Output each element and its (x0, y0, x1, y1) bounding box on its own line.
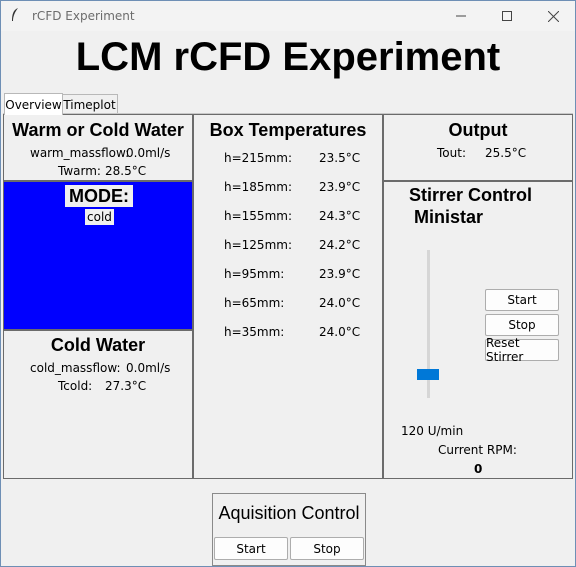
acquisition-start-button[interactable]: Start (214, 537, 288, 560)
box-temp-label: h=95mm: (224, 267, 285, 281)
box-temp-value: 24.2°C (319, 238, 361, 252)
feather-icon (10, 7, 20, 27)
current-rpm-label: Current RPM: (438, 443, 517, 457)
twarm-value: 28.5°C (105, 164, 147, 178)
stirrer-slider-thumb[interactable] (417, 369, 439, 381)
box-temperatures-panel: Box Temperatures h=215mm: 23.5°C h=185mm: 2… (193, 114, 383, 479)
mode-panel: MODE: cold (3, 181, 193, 330)
acquisition-control-panel: Aquisition Control Start Stop (212, 493, 366, 566)
warm-water-panel: Warm or Cold Water warm_massflow: 0.0ml/… (3, 114, 193, 181)
window-title: rCFD Experiment (32, 9, 135, 23)
box-temp-value: 23.9°C (319, 267, 361, 281)
tcold-value: 27.3°C (105, 379, 147, 393)
box-temp-label: h=65mm: (224, 296, 285, 310)
warm-massflow-label: warm_massflow: (30, 146, 130, 160)
acquisition-heading: Aquisition Control (218, 503, 360, 523)
stirrer-heading: Stirrer Control (409, 185, 533, 205)
minimize-button[interactable] (438, 1, 484, 31)
box-temp-value: 23.5°C (319, 151, 361, 165)
stirrer-control-panel: Stirrer Control Ministar Start Stop Rese… (383, 181, 573, 479)
tout-label: Tout: (437, 146, 466, 160)
box-temperatures-heading: Box Temperatures (209, 120, 367, 140)
box-temp-label: h=155mm: (224, 209, 292, 223)
maximize-button[interactable] (484, 1, 530, 31)
stirrer-slider-track[interactable] (427, 250, 430, 398)
box-temp-value: 24.3°C (319, 209, 361, 223)
warm-water-heading: Warm or Cold Water (12, 120, 184, 140)
tab-overview[interactable]: Overview (4, 93, 63, 115)
box-temp-label: h=125mm: (224, 238, 292, 252)
stirrer-speed-value: 120 U/min (401, 424, 464, 438)
cold-water-heading: Cold Water (50, 335, 146, 355)
cold-water-panel: Cold Water cold_massflow: 0.0ml/s Tcold:… (3, 330, 193, 479)
close-button[interactable] (530, 1, 576, 31)
cold-massflow-value: 0.0ml/s (126, 361, 171, 375)
page-title: LCM rCFD Experiment (75, 35, 501, 79)
current-rpm-value: 0 (474, 462, 483, 476)
box-temp-label: h=35mm: (224, 325, 285, 339)
output-heading: Output (448, 120, 508, 140)
title-bar: rCFD Experiment (1, 1, 575, 31)
stirrer-start-button[interactable]: Start (485, 289, 559, 311)
cold-massflow-label: cold_massflow: (30, 361, 121, 375)
tab-timeplot[interactable]: Timeplot (61, 94, 118, 115)
box-temp-value: 24.0°C (319, 296, 361, 310)
twarm-label: Twarm: (58, 164, 101, 178)
tcold-label: Tcold: (58, 379, 93, 393)
stirrer-stop-button[interactable]: Stop (485, 314, 559, 336)
mode-heading-box: MODE: (65, 185, 133, 207)
box-temp-label: h=185mm: (224, 180, 292, 194)
box-temp-value: 23.9°C (319, 180, 361, 194)
mode-value: cold (85, 209, 114, 225)
acquisition-stop-button[interactable]: Stop (290, 537, 364, 560)
tout-value: 25.5°C (485, 146, 527, 160)
stirrer-device-name: Ministar (414, 207, 484, 227)
box-temp-label: h=215mm: (224, 151, 292, 165)
mode-heading: MODE: (69, 185, 129, 206)
box-temp-value: 24.0°C (319, 325, 361, 339)
output-panel: Output Tout: 25.5°C (383, 114, 573, 181)
reset-stirrer-button[interactable]: Reset Stirrer (485, 336, 559, 364)
warm-massflow-value: 0.0ml/s (126, 146, 171, 160)
